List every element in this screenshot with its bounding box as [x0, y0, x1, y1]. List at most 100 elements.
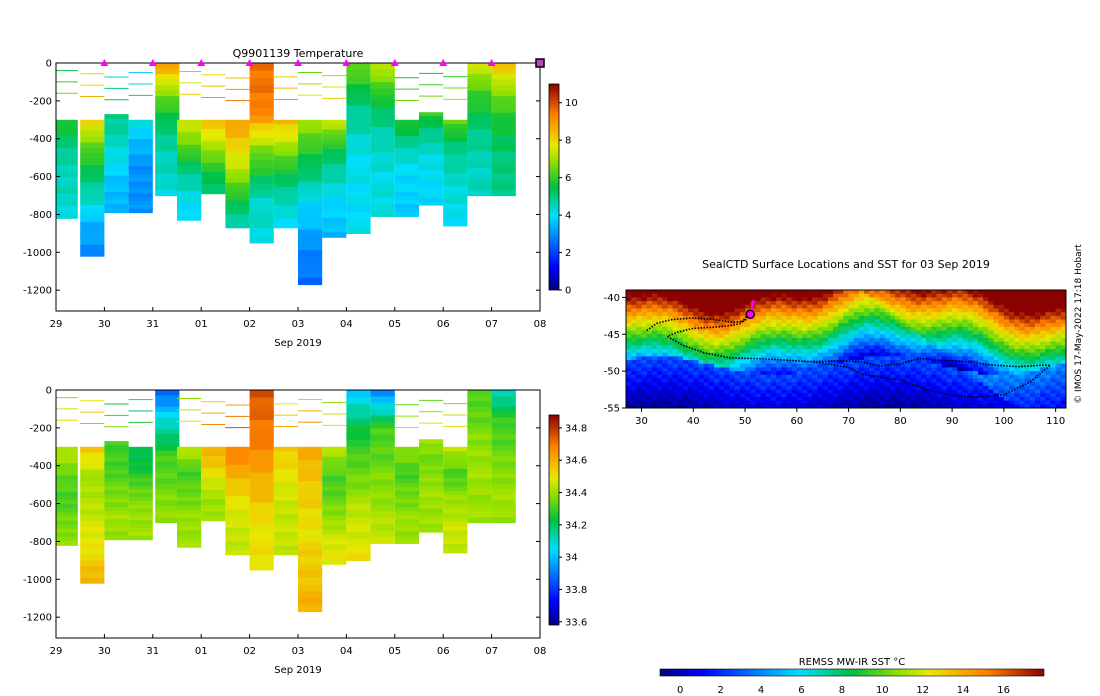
sst-cell: [745, 319, 751, 324]
profile-cell: [155, 123, 180, 130]
sst-cell: [838, 378, 844, 383]
sst-cell: [662, 293, 668, 298]
sst-cell: [848, 382, 855, 387]
sst-cell: [874, 326, 881, 332]
sst-cell: [724, 367, 731, 372]
sst-cell: [988, 308, 995, 313]
profile-cell: [155, 189, 180, 197]
sst-cell: [812, 334, 819, 339]
profile-cell: [322, 217, 347, 224]
sst-cell: [827, 326, 834, 332]
profile-cell: [104, 142, 129, 148]
profile-cell: [177, 186, 202, 192]
sst-cell: [998, 371, 1005, 376]
sst-cell: [998, 385, 1005, 391]
sst-cell: [745, 341, 751, 346]
sst-cell: [988, 352, 995, 357]
sst-cell: [827, 334, 834, 339]
x-tick-label: 08: [534, 319, 547, 330]
profile-cell: [322, 505, 347, 511]
profile-cell: [443, 486, 468, 492]
sst-cell: [1050, 326, 1057, 332]
sst-cell: [745, 363, 751, 368]
sst-cell: [972, 330, 979, 335]
sst-cell: [993, 363, 1000, 368]
profile-cell: [155, 423, 180, 430]
sst-cell: [858, 323, 865, 328]
sst-cell: [827, 304, 834, 309]
sst-cell: [827, 382, 834, 387]
sst-cell: [672, 334, 679, 339]
profile-cell: [56, 160, 78, 166]
profile-cell: [177, 463, 202, 469]
profile-cell: [467, 423, 492, 430]
sst-cell: [946, 396, 953, 402]
sst-cell: [724, 385, 731, 391]
sst-cell: [988, 293, 995, 298]
sst-cell: [1003, 315, 1010, 320]
sst-cell: [672, 326, 679, 332]
profile-cell: [201, 496, 226, 500]
sst-cell: [957, 315, 963, 320]
x-tick-label: 07: [485, 646, 498, 657]
profile-cell: [225, 218, 250, 224]
sst-cell: [651, 367, 658, 372]
sst-cell: [662, 330, 668, 335]
sst-cell: [1050, 374, 1057, 379]
temperature-panel: Q9901139 Temperature 0-200-400-600-800-1…: [23, 47, 578, 349]
sst-cell: [812, 308, 819, 313]
sst-cell: [672, 382, 679, 387]
profile-cell: [104, 175, 129, 181]
sst-cell: [807, 374, 813, 379]
sst-cell: [957, 304, 963, 309]
sst-cell: [1045, 360, 1051, 365]
y-tick-label: -1000: [23, 575, 52, 586]
profile-cell: [443, 482, 468, 488]
sst-cell: [921, 360, 927, 365]
sst-cell: [796, 382, 803, 387]
profile-cell: [177, 165, 202, 171]
profile-cell: [443, 477, 468, 483]
profile-cell: [56, 508, 78, 514]
sst-cell: [760, 308, 767, 313]
surface-marker: [100, 59, 109, 66]
sst-cell: [770, 297, 777, 302]
profile-cell: [419, 524, 444, 529]
sst-cell: [946, 349, 953, 354]
sst-cell: [941, 349, 948, 354]
sst-cell: [827, 315, 834, 320]
sst-cell: [812, 349, 819, 354]
profile-cell: [201, 459, 226, 463]
sst-cell: [724, 356, 731, 361]
sst-cell: [838, 334, 844, 339]
profile-cell: [249, 137, 274, 147]
sst-cell: [807, 337, 813, 343]
profile-cell: [80, 480, 105, 488]
sst-cell: [915, 378, 922, 383]
profile-cell: [394, 495, 419, 500]
sst-cell: [915, 297, 922, 302]
sst-cell: [822, 389, 829, 394]
sst-cell: [714, 345, 720, 350]
profile-cell: [225, 446, 250, 452]
sst-cell: [864, 334, 870, 339]
sst-cell: [926, 374, 932, 379]
sst-cell: [915, 326, 922, 332]
sst-cell: [957, 301, 963, 306]
profile-cell: [249, 115, 274, 124]
sst-cell: [967, 308, 974, 313]
sst-cell: [1060, 308, 1066, 313]
sst-cell: [978, 290, 984, 295]
sst-cell: [1003, 345, 1010, 350]
sst-cell: [1009, 385, 1015, 391]
profile-cell: [225, 173, 250, 179]
sst-cell: [1024, 404, 1031, 408]
sst-cell: [978, 334, 984, 339]
sst-cell: [1034, 341, 1041, 346]
sst-cell: [1060, 326, 1066, 332]
sst-cell: [662, 371, 668, 376]
sst-cell: [972, 297, 979, 302]
sst-cell: [807, 293, 813, 298]
sst-cell: [827, 374, 834, 379]
sst-cell: [708, 341, 715, 346]
